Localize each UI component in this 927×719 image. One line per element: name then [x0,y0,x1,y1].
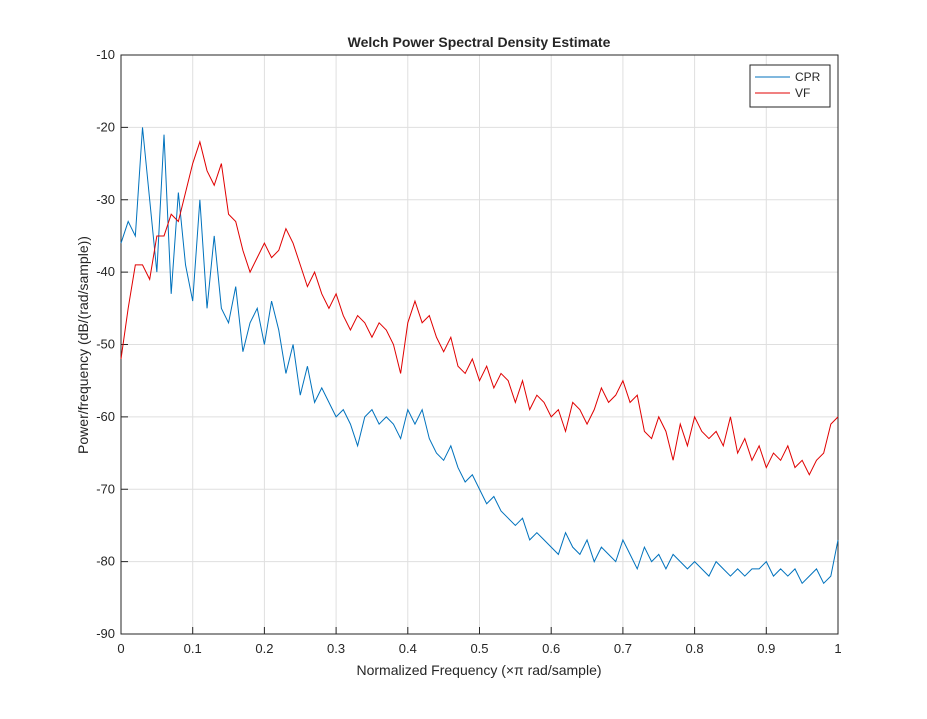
x-tick-label: 1 [834,641,841,656]
data-line [120,140,839,476]
x-tick-label: 0.4 [399,641,417,656]
y-tick-label: -50 [96,337,115,352]
y-tick-label: -70 [96,481,115,496]
legend-label: CPR [795,70,821,84]
x-tick-label: 0.9 [757,641,775,656]
y-axis-label: Power/frequency (dB/(rad/sample)) [75,236,91,454]
legend-box [749,64,831,108]
y-tick-label: -60 [96,409,115,424]
legend-label: VF [795,86,810,100]
x-tick-label: 0.3 [327,641,345,656]
x-tick-label: 0.8 [686,641,704,656]
x-tick-label: 0.6 [542,641,560,656]
y-tick-label: -80 [96,554,115,569]
y-tick-label: -10 [96,47,115,62]
x-tick-label: 0.2 [255,641,273,656]
axes-box [120,54,839,635]
x-tick-label: 0.1 [184,641,202,656]
data-line [120,127,839,585]
y-tick-label: -40 [96,264,115,279]
x-tick-label: 0.5 [470,641,488,656]
x-axis-label: Normalized Frequency (×π rad/sample) [356,662,601,678]
chart-title: Welch Power Spectral Density Estimate [348,34,611,50]
x-tick-label: 0 [117,641,124,656]
y-tick-label: -30 [96,192,115,207]
x-tick-label: 0.7 [614,641,632,656]
y-tick-label: -90 [96,626,115,641]
y-tick-label: -20 [96,119,115,134]
